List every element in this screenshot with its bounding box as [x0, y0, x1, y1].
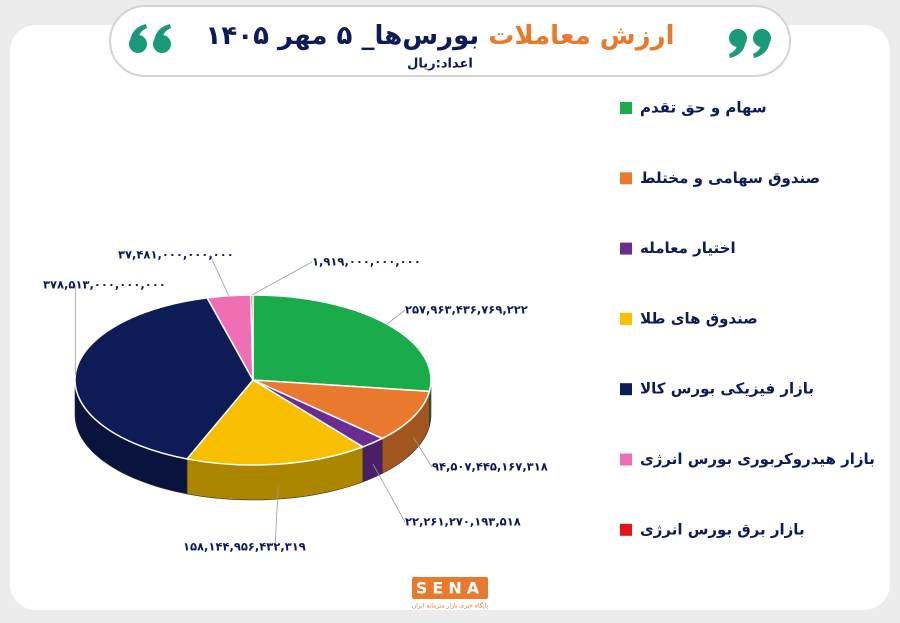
value-label: ۳۷,۴۸۱,۰۰۰,۰۰۰,۰۰۰: [118, 248, 234, 262]
value-label: ۹۴,۵۰۷,۴۴۵,۱۶۷,۳۱۸: [432, 460, 548, 474]
leader-line: [413, 437, 433, 468]
value-label: ۳۷۸,۵۱۳,۰۰۰,۰۰۰,۰۰۰: [43, 278, 166, 292]
value-label: ۲۲,۲۶۱,۲۷۰,۱۹۳,۵۱۸: [405, 515, 521, 529]
leader-line: [274, 485, 279, 548]
legend-swatch: [620, 172, 632, 185]
legend-swatch: [620, 102, 632, 114]
leader-line: [372, 463, 406, 523]
legend-swatch: [620, 523, 632, 536]
value-label: ۱,۹۱۹,۰۰۰,۰۰۰,۰۰۰: [312, 255, 421, 269]
tagline: پایگاه خبری بازار سرمایه ایران: [412, 602, 489, 610]
legend-label: سهام و حق تقدم: [640, 99, 767, 117]
quote-left: [129, 24, 171, 53]
legend-swatch: [620, 383, 632, 396]
value-label: ۲۵۷,۹۶۳,۴۳۶,۷۶۹,۲۲۲: [405, 303, 528, 317]
legend-swatch: [620, 312, 632, 325]
slice: [74, 297, 254, 460]
title-part: ارزش معاملات: [488, 21, 674, 51]
leader-line: [209, 254, 230, 296]
legend-label: بازار فیزیکی بورس کالا: [640, 380, 814, 398]
legend-label: بازار هیدروکربوری بورس انرژی: [640, 450, 875, 468]
logo: SENA: [416, 579, 484, 598]
legend-label: صندوق های طلا: [640, 309, 758, 327]
leader-line: [251, 261, 313, 296]
legend-swatch: [620, 453, 632, 466]
pie: ۲۵۷,۹۶۳,۴۳۶,۷۶۹,۲۲۲ ۹۴,۵۰۷,۴۴۵,۱۶۷,۳۱۸ ۲۲,…: [43, 248, 548, 554]
slice: [252, 379, 431, 440]
legend-label: صندوق سهامی و مختلط: [640, 169, 820, 187]
chart-title: ارزش معاملات بورس‌ها_ ۵ مهر ۱۴۰۵: [206, 21, 675, 51]
chart-subtitle: اعداد:ریال: [407, 57, 473, 72]
value-label: ۱۵۸,۱۴۴,۹۵۶,۴۳۲,۳۱۹: [183, 540, 306, 554]
legend-label: اختیار معامله: [640, 239, 736, 257]
slice: [185, 379, 365, 466]
logo-box: [412, 577, 488, 599]
title-pill: [109, 5, 791, 77]
quote-right: [729, 29, 771, 58]
leader-line: [386, 309, 406, 325]
legend-swatch: [620, 242, 632, 255]
title-part: بورس‌ها_ ۵ مهر ۱۴۰۵: [206, 21, 480, 51]
legend-label: بازار برق بورس انرژی: [640, 520, 805, 538]
legend: سهام و حق تقدم صندوق سهامی و مختلط اختیار …: [620, 99, 875, 538]
